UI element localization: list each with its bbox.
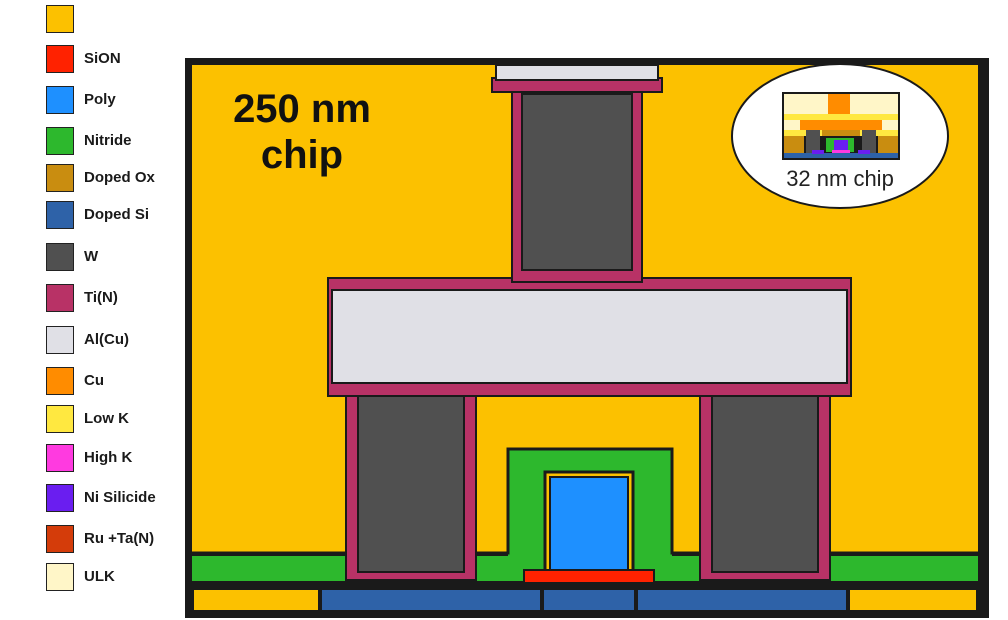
- inset-w-left: [806, 130, 820, 154]
- inset-doped-ox-right: [878, 136, 898, 154]
- legend-swatch: [46, 563, 74, 591]
- inset-cu-via: [828, 94, 850, 116]
- legend-label: High K: [84, 449, 133, 466]
- legend-label: Ni Silicide: [84, 489, 156, 506]
- w-plug-left: [357, 395, 465, 573]
- legend-label: Nitride: [84, 132, 132, 149]
- legend-swatch: [46, 326, 74, 354]
- chip-title-line2: chip: [260, 133, 344, 177]
- legend-swatch: [46, 284, 74, 312]
- inset-high-k: [832, 150, 850, 153]
- legend-swatch: [46, 201, 74, 229]
- sion-gate-dielectric: [523, 569, 655, 584]
- inset-w-right: [862, 130, 876, 154]
- doped-si-drain: [638, 590, 846, 610]
- alcu-top-pad: [495, 64, 659, 81]
- inset-doped-ox-left: [784, 136, 804, 154]
- inset-cu-line: [800, 120, 882, 130]
- legend-label: W: [84, 248, 99, 265]
- legend-swatch: [46, 243, 74, 271]
- poly-gate: [549, 476, 629, 571]
- doped-si-channel: [544, 590, 634, 610]
- chip-title: 250 nm chip: [212, 86, 392, 178]
- inset-chip-thumbnail: [782, 92, 900, 160]
- w-plug-right: [711, 395, 819, 573]
- legend-swatch: [46, 367, 74, 395]
- substrate-oxide-right: [850, 590, 976, 610]
- inset-ni-silicide-left: [812, 150, 824, 154]
- legend-label: Cu: [84, 372, 104, 389]
- legend-label: ULK: [84, 568, 115, 585]
- legend-label: Ti(N): [84, 289, 118, 306]
- chip-title-line1: 250 nm: [233, 87, 371, 131]
- inset-low-k-top: [784, 114, 898, 120]
- legend-label: Ru +Ta(N): [84, 530, 155, 547]
- inset-label: 32 nm chip: [786, 166, 894, 191]
- inset-ni-silicide-gate: [834, 140, 848, 152]
- material-legend: SiON Poly Nitride Doped Ox Doped Si W Ti…: [0, 0, 180, 620]
- legend-label: Doped Ox: [84, 169, 155, 186]
- legend-swatch: [46, 45, 74, 73]
- inset-doped-ox: [822, 130, 860, 136]
- legend-swatch: [46, 86, 74, 114]
- legend-swatch: [46, 5, 74, 33]
- legend-label: SiON: [84, 50, 121, 67]
- w-via-top: [521, 93, 633, 271]
- inset-doped-si: [784, 153, 898, 158]
- legend-label: Doped Si: [84, 206, 150, 223]
- legend-label: Al(Cu): [84, 331, 129, 348]
- legend-label: Low K: [84, 410, 129, 427]
- legend-swatch: [46, 164, 74, 192]
- doped-si-source: [322, 590, 540, 610]
- substrate-oxide-left: [194, 590, 318, 610]
- legend-swatch: [46, 405, 74, 433]
- legend-swatch: [46, 444, 74, 472]
- legend-label: Poly: [84, 91, 116, 108]
- inset-ni-silicide-right: [858, 150, 870, 154]
- legend-swatch: [46, 127, 74, 155]
- legend-swatch: [46, 525, 74, 553]
- alcu-metal-line: [331, 289, 848, 384]
- legend-swatch: [46, 484, 74, 512]
